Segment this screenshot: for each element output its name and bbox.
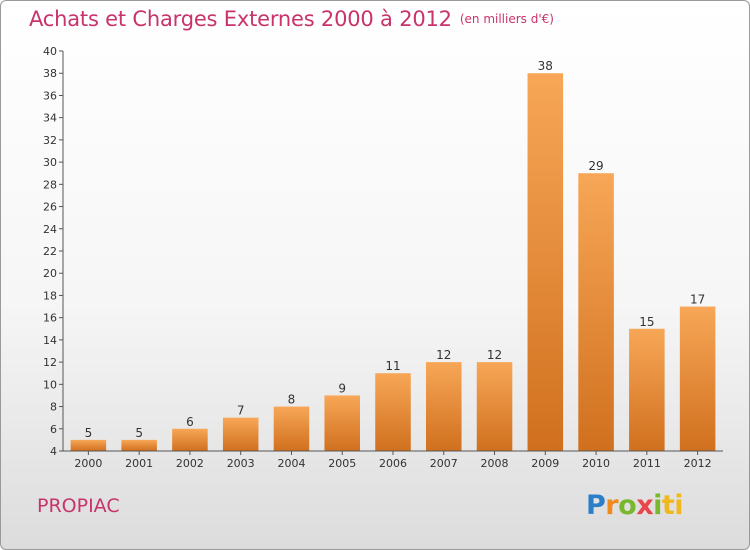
y-tick-label: 38 <box>43 67 57 80</box>
bar-value-label: 15 <box>639 315 654 329</box>
y-tick-label: 6 <box>50 423 57 436</box>
y-tick-label: 40 <box>43 45 57 58</box>
y-tick-label: 20 <box>43 267 57 280</box>
y-tick-label: 34 <box>43 112 57 125</box>
logo-letter: o <box>618 490 637 521</box>
bar <box>324 395 360 451</box>
y-tick-label: 10 <box>43 378 57 391</box>
y-tick-label: 8 <box>50 401 57 414</box>
x-tick-label: 2005 <box>328 457 356 470</box>
proxiti-logo: Proxiti <box>586 490 684 521</box>
x-tick-label: 2002 <box>176 457 204 470</box>
bar <box>426 362 462 451</box>
y-tick-label: 28 <box>43 178 57 191</box>
bar-value-label: 11 <box>385 359 400 373</box>
bar <box>172 428 208 451</box>
bar-value-label: 17 <box>690 293 705 307</box>
x-tick-label: 2010 <box>582 457 610 470</box>
y-tick-label: 32 <box>43 134 57 147</box>
bar <box>578 173 614 451</box>
commune-name: PROPIAC <box>37 495 120 517</box>
x-tick-label: 2004 <box>277 457 305 470</box>
bar <box>273 406 310 451</box>
logo-letter: x <box>636 490 654 521</box>
y-tick-label: 22 <box>43 245 57 258</box>
logo-letter: r <box>605 490 619 521</box>
bar <box>70 439 107 451</box>
bar-value-label: 29 <box>588 159 603 173</box>
y-tick-label: 30 <box>43 156 57 169</box>
logo-letter: i <box>653 490 662 521</box>
x-axis: 2000 2001 2002 2003 2004 2005 2006 2007 2008 2009… <box>63 450 723 470</box>
x-tick-label: 2009 <box>531 457 559 470</box>
bar <box>375 373 411 451</box>
unit-note: (en milliers d'€) <box>459 12 554 26</box>
bar-value-label: 38 <box>538 59 553 73</box>
bar-value-label: 7 <box>237 404 245 418</box>
bar-value-label: 5 <box>135 426 143 440</box>
x-tick-label: 2011 <box>633 457 661 470</box>
logo-letter: P <box>586 490 606 521</box>
x-tick-label: 2007 <box>430 457 458 470</box>
bar-value-label: 8 <box>288 393 296 407</box>
y-tick-label: 18 <box>43 289 57 302</box>
y-tick-label: 12 <box>43 356 57 369</box>
bar-value-label: 12 <box>487 348 502 362</box>
bar <box>121 439 157 451</box>
y-tick-label: 24 <box>43 223 57 236</box>
y-tick-label: 36 <box>43 89 57 102</box>
bar <box>476 362 513 451</box>
y-axis: 4 6 8 10 12 14 16 18 20 22 24 26 28 30 32 34 36 38 40 <box>43 45 64 458</box>
bar <box>527 73 564 451</box>
y-tick-label: 16 <box>43 312 57 325</box>
y-tick-label: 14 <box>43 334 57 347</box>
logo-letter: ti <box>661 490 684 521</box>
bar-value-label: 5 <box>85 426 93 440</box>
bar-value-label: 6 <box>186 415 194 429</box>
bar <box>629 328 665 451</box>
x-tick-label: 2008 <box>481 457 509 470</box>
chart-title-text: Achats et Charges Externes 2000 à 2012 <box>29 7 452 31</box>
x-tick-label: 2001 <box>125 457 153 470</box>
x-tick-label: 2006 <box>379 457 407 470</box>
bar <box>222 417 259 451</box>
y-tick-label: 26 <box>43 201 57 214</box>
chart-title: Achats et Charges Externes 2000 à 2012 (e… <box>29 7 554 31</box>
x-tick-label: 2000 <box>74 457 102 470</box>
x-tick-label: 2003 <box>227 457 255 470</box>
bar-value-label: 12 <box>436 348 451 362</box>
x-tick-label: 2012 <box>684 457 712 470</box>
y-tick-label: 4 <box>50 445 57 458</box>
bar-value-label: 9 <box>338 381 346 395</box>
bar <box>679 306 716 451</box>
bars: 5 5 6 7 8 9 11 12 12 38 29 15 17 <box>70 59 716 451</box>
